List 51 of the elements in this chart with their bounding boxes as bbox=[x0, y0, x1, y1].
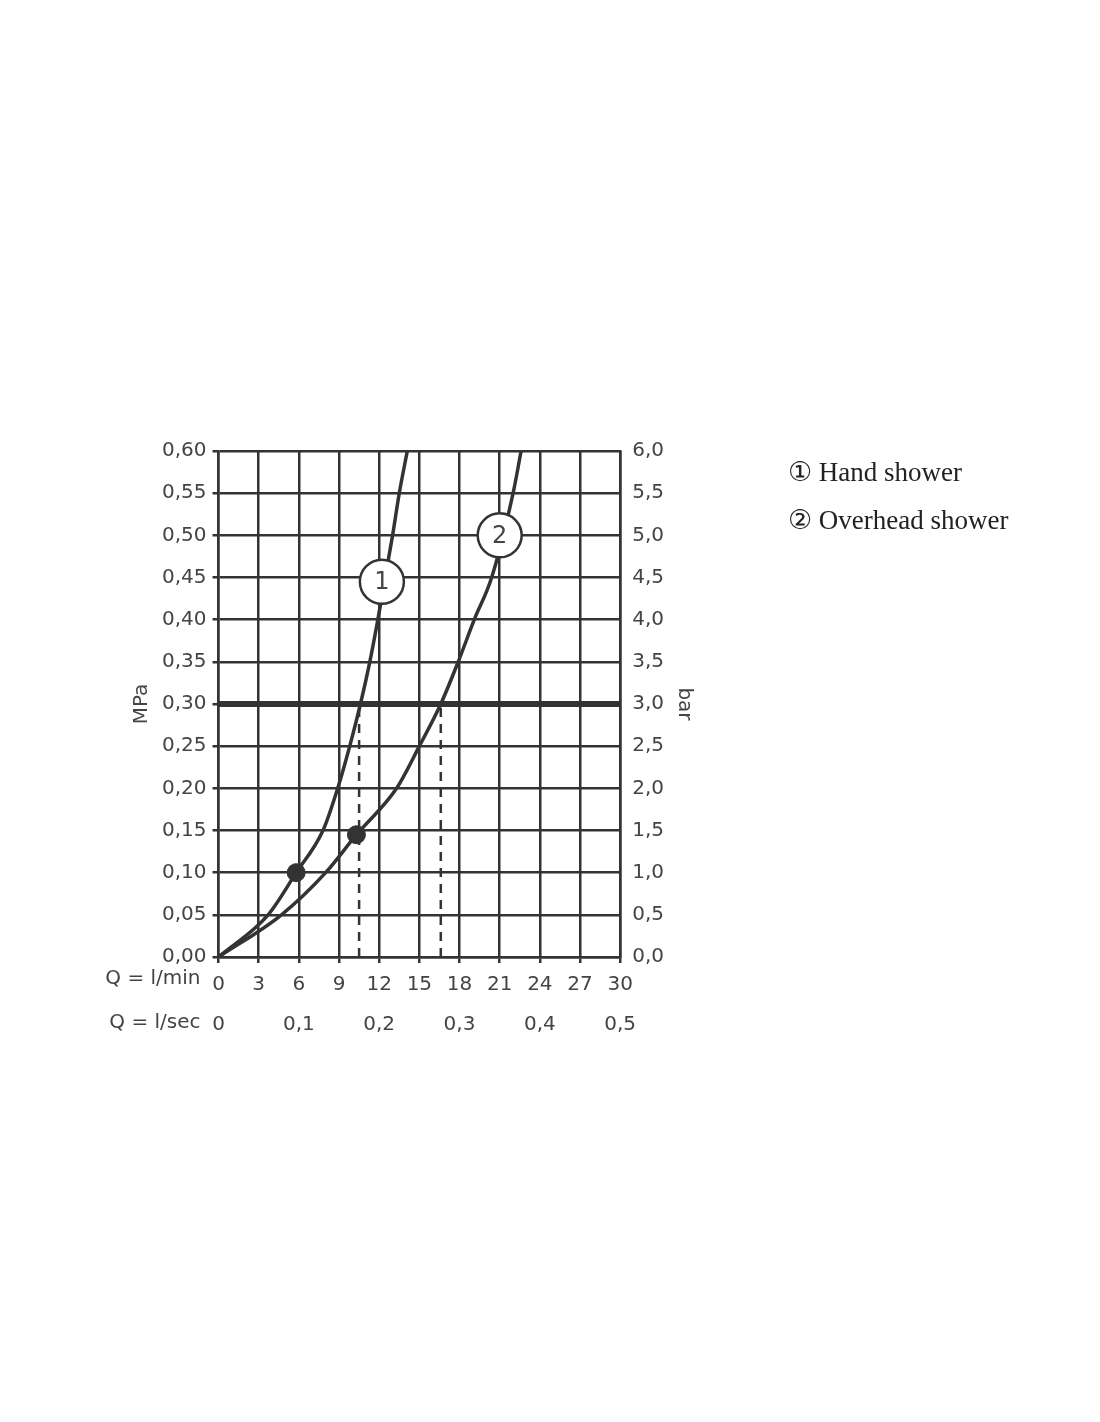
y-tick-label: 0,50 bbox=[162, 521, 207, 546]
y2-tick-label: 1,5 bbox=[632, 816, 665, 841]
y-tick-label: 0,30 bbox=[162, 690, 207, 715]
y-tick-label: 0,20 bbox=[162, 774, 207, 799]
x-tick-label: 0 bbox=[212, 971, 225, 996]
x2-tick-label: 0,3 bbox=[443, 1011, 476, 1036]
x-tick-label: 6 bbox=[292, 971, 306, 996]
x2-tick-label: 0 bbox=[212, 1011, 225, 1036]
x-tick-label: 3 bbox=[252, 971, 266, 996]
x-axis-title: Q = l/min bbox=[105, 965, 201, 990]
x-tick-label: 15 bbox=[406, 971, 433, 996]
y2-tick-label: 3,5 bbox=[632, 648, 665, 673]
x-tick-label: 24 bbox=[527, 971, 553, 996]
x-tick-label: 18 bbox=[446, 971, 473, 996]
x2-axis-title: Q = l/sec bbox=[109, 1009, 201, 1034]
x2-tick-label: 0,1 bbox=[282, 1011, 315, 1036]
y-tick-label: 0,60 bbox=[162, 437, 207, 462]
y2-axis-title: bar bbox=[673, 687, 698, 722]
y2-tick-label: 2,5 bbox=[632, 732, 665, 757]
x-tick-label: 21 bbox=[486, 971, 513, 996]
y2-tick-label: 4,0 bbox=[632, 605, 665, 630]
x-tick-label: 12 bbox=[366, 971, 392, 996]
y-tick-label: 0,40 bbox=[162, 605, 207, 630]
y2-tick-label: 4,5 bbox=[632, 563, 665, 588]
y2-tick-label: 1,0 bbox=[632, 858, 665, 883]
x2-tick-label: 0,4 bbox=[523, 1011, 556, 1036]
x2-tick-label: 0,2 bbox=[363, 1011, 396, 1036]
text: ① Hand shower bbox=[788, 456, 963, 489]
y-tick-label: 0,25 bbox=[162, 732, 207, 757]
y2-tick-label: 5,5 bbox=[632, 479, 665, 504]
y-tick-label: 0,35 bbox=[162, 648, 207, 673]
y2-tick-label: 5,0 bbox=[632, 521, 665, 546]
y-tick-label: 0,55 bbox=[162, 479, 207, 504]
annotation: 1 bbox=[374, 566, 390, 595]
y-tick-label: 0,10 bbox=[162, 858, 207, 883]
annotation: 2 bbox=[492, 520, 508, 549]
y-tick-label: 0,45 bbox=[162, 563, 207, 588]
y-tick-label: 0,00 bbox=[162, 943, 207, 968]
x-tick-label: 30 bbox=[607, 971, 633, 996]
y-tick-label: 0,05 bbox=[162, 901, 207, 926]
y2-tick-label: 3,0 bbox=[632, 690, 665, 715]
y-axis-title: MPa bbox=[128, 683, 153, 725]
text: ② Overhead shower bbox=[788, 504, 1009, 537]
y2-tick-label: 0,0 bbox=[632, 943, 665, 968]
y2-tick-label: 0,5 bbox=[632, 901, 665, 926]
x2-tick-label: 0,5 bbox=[604, 1011, 637, 1036]
x-tick-label: 9 bbox=[332, 971, 346, 996]
y2-tick-label: 2,0 bbox=[632, 774, 665, 799]
x-tick-label: 27 bbox=[567, 971, 593, 996]
y-tick-label: 0,15 bbox=[162, 816, 207, 841]
y2-tick-label: 6,0 bbox=[632, 437, 665, 462]
